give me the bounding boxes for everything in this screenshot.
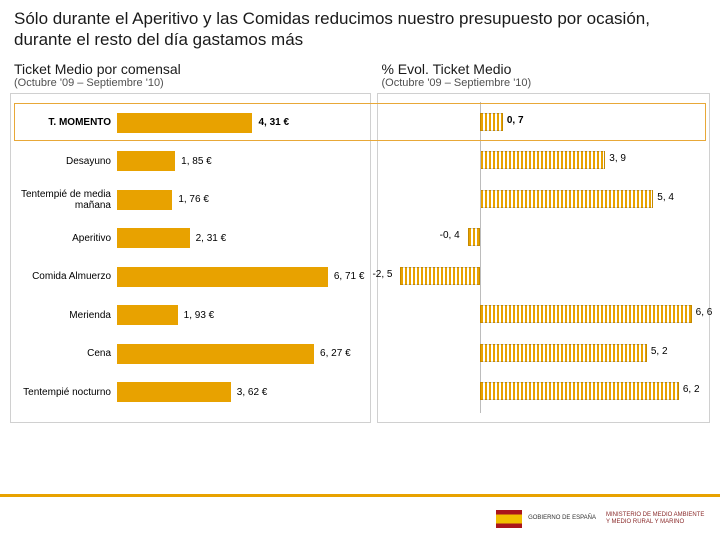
right-row: 0, 7 (384, 105, 703, 141)
value-label: 0, 7 (507, 115, 524, 126)
right-chart-title: % Evol. Ticket Medio (377, 61, 710, 77)
left-chart-box: T. MOMENTO 4, 31 € Desayuno 1, 85 € Tentempi… (10, 93, 371, 423)
value-label: 1, 76 € (178, 194, 209, 205)
bar (480, 113, 502, 131)
value-label: -2, 5 (372, 269, 392, 280)
bar-area: 6, 71 € (117, 266, 364, 288)
value-label: 1, 93 € (184, 310, 215, 321)
value-label: 6, 2 (683, 384, 700, 395)
value-label: 3, 62 € (237, 387, 268, 398)
bar (117, 267, 328, 287)
page-title: Sólo durante el Aperitivo y las Comidas … (0, 0, 720, 55)
left-chart-title: Ticket Medio por comensal (10, 61, 371, 77)
bar-area: 6, 27 € (117, 343, 364, 365)
bar-area: 3, 9 (384, 150, 703, 172)
value-label: 6, 6 (696, 307, 713, 318)
bar-area: 5, 4 (384, 189, 703, 211)
bar-area: -0, 4 (384, 227, 703, 249)
right-row: 5, 4 (384, 182, 703, 218)
left-chart-subtitle: (Octubre '09 – Septiembre '10) (10, 77, 371, 89)
category-label: Tentempié de media mañana (17, 189, 117, 211)
value-label: 2, 31 € (196, 233, 227, 244)
zero-axis (480, 217, 481, 259)
spain-flag-icon (496, 510, 522, 528)
right-row: 3, 9 (384, 143, 703, 179)
bar (117, 113, 252, 133)
ministry-text: MINISTERIO DE MEDIO AMBIENTE Y MEDIO RUR… (606, 512, 706, 525)
value-label: 6, 71 € (334, 271, 365, 282)
bar (117, 190, 172, 210)
bar (480, 305, 691, 323)
bar (480, 382, 678, 400)
left-row: Desayuno 1, 85 € (17, 143, 364, 179)
category-label: Merienda (17, 310, 117, 321)
bar-area: 5, 2 (384, 343, 703, 365)
right-row: 6, 6 (384, 297, 703, 333)
right-chart: % Evol. Ticket Medio (Octubre '09 – Sept… (377, 61, 710, 423)
bar-area: 2, 31 € (117, 227, 364, 249)
right-row: 5, 2 (384, 336, 703, 372)
left-row: Comida Almuerzo 6, 71 € (17, 259, 364, 295)
category-label: Desayuno (17, 156, 117, 167)
value-label: 3, 9 (609, 153, 626, 164)
right-row: -0, 4 (384, 220, 703, 256)
category-label: Cena (17, 348, 117, 359)
left-row: Merienda 1, 93 € (17, 297, 364, 333)
footer: GOBIERNO DE ESPAÑA MINISTERIO DE MEDIO A… (0, 494, 720, 540)
bar (117, 151, 175, 171)
bar (480, 344, 646, 362)
gov-text: GOBIERNO DE ESPAÑA (528, 515, 596, 522)
value-label: 5, 4 (657, 192, 674, 203)
bar-area: 1, 76 € (117, 189, 364, 211)
bar (480, 151, 605, 169)
category-label: Comida Almuerzo (17, 271, 117, 282)
category-label: Tentempié nocturno (17, 387, 117, 398)
left-row: Cena 6, 27 € (17, 336, 364, 372)
right-row: 6, 2 (384, 374, 703, 410)
right-chart-box: 0, 7 3, 9 5, 4 -0, 4 -2, 5 6, 6 5, 2 6, 2 (377, 93, 710, 423)
right-row: -2, 5 (384, 259, 703, 295)
left-row: Aperitivo 2, 31 € (17, 220, 364, 256)
bar-area: 3, 62 € (117, 381, 364, 403)
value-label: 5, 2 (651, 346, 668, 357)
bar (400, 267, 480, 285)
bar-area: 1, 85 € (117, 150, 364, 172)
bar-area: 4, 31 € (117, 112, 364, 134)
bar (117, 344, 314, 364)
bar-area: -2, 5 (384, 266, 703, 288)
category-label: T. MOMENTO (17, 117, 117, 128)
left-row: Tentempié de media mañana 1, 76 € (17, 182, 364, 218)
bar (117, 228, 190, 248)
bar (468, 228, 481, 246)
charts-container: Ticket Medio por comensal (Octubre '09 –… (0, 55, 720, 423)
bar (117, 382, 231, 402)
bar-area: 6, 2 (384, 381, 703, 403)
value-label: 4, 31 € (258, 117, 289, 128)
bar (117, 305, 178, 325)
category-label: Aperitivo (17, 233, 117, 244)
left-chart: Ticket Medio por comensal (Octubre '09 –… (10, 61, 371, 423)
gov-logo: GOBIERNO DE ESPAÑA (496, 510, 596, 528)
bar (480, 190, 653, 208)
bar-area: 6, 6 (384, 304, 703, 326)
bar-area: 1, 93 € (117, 304, 364, 326)
left-row: Tentempié nocturno 3, 62 € (17, 374, 364, 410)
right-chart-subtitle: (Octubre '09 – Septiembre '10) (377, 77, 710, 89)
value-label: 1, 85 € (181, 156, 212, 167)
value-label: 6, 27 € (320, 348, 351, 359)
zero-axis (480, 256, 481, 298)
bar-area: 0, 7 (384, 112, 703, 134)
left-row: T. MOMENTO 4, 31 € (17, 105, 364, 141)
value-label: -0, 4 (440, 230, 460, 241)
